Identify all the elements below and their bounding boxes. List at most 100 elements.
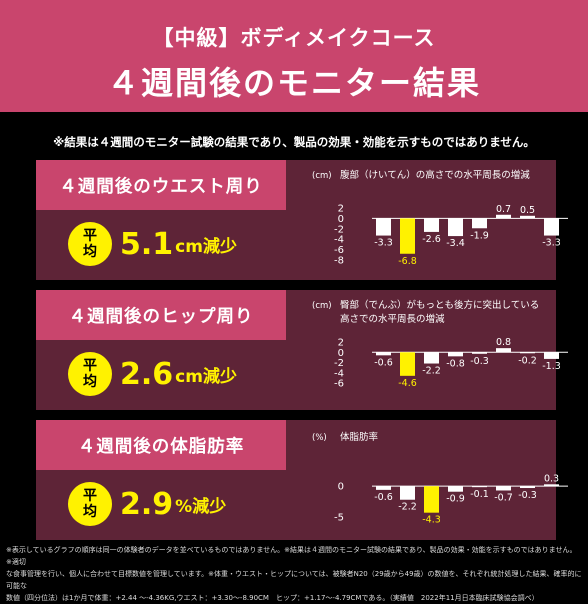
bar (496, 486, 511, 491)
hip-panel-title: ４週間後のヒップ周り (36, 290, 286, 340)
bar (400, 486, 415, 500)
chart-unit-label: (cm) (312, 301, 332, 311)
result-value: 5.1 (120, 226, 174, 262)
result-unit: cm減少 (175, 366, 237, 387)
data-label: -0.8 (446, 358, 465, 369)
bar (376, 486, 391, 490)
bar (544, 484, 559, 487)
y-tick-label: -6 (334, 245, 344, 256)
chart-unit-label: (%) (312, 433, 327, 443)
y-tick-label: 2 (338, 204, 344, 215)
y-tick-label: -4 (334, 235, 344, 246)
result-unit: cm減少 (175, 236, 237, 257)
data-label: -2.2 (422, 366, 441, 377)
body-fat-result: 2.9 %減少 (120, 482, 226, 526)
data-label: -0.6 (374, 492, 393, 503)
waist-bar-chart: (cm) 腹部（けいてん）の高さでの水平周長の増減 20-2-4-6-8 -3.3… (312, 169, 568, 267)
footnote: ※表示しているグラフの順序は同一の体験者のデータを並べているものではありません。… (6, 544, 582, 604)
bar (520, 486, 535, 489)
average-badge: 平 均 (68, 352, 112, 396)
data-label: -2.2 (398, 502, 417, 513)
data-label: -0.7 (494, 492, 513, 503)
data-label: -4.3 (422, 515, 441, 526)
body-fat-panel-title: ４週間後の体脂肪率 (36, 420, 286, 470)
chart-title: 腹部（けいてん）の高さでの水平周長の増減 (340, 169, 530, 181)
data-label: -0.3 (470, 356, 489, 367)
y-tick-label: -5 (334, 513, 344, 524)
footnote-line: 数値（四分位法）は1か月で体重：+2.44 〜-4.36KG,ウエスト：+3.3… (6, 594, 539, 602)
bar (520, 352, 535, 354)
y-tick-label: -8 (334, 256, 344, 267)
y-tick-label: 0 (338, 214, 344, 225)
bar (472, 352, 487, 354)
data-label: -0.3 (518, 490, 537, 501)
bar (376, 352, 391, 356)
data-label: -0.1 (470, 489, 489, 500)
waist-summary: ４週間後のウエスト周り 平 均 5.1 cm減少 (36, 160, 286, 280)
bar (424, 486, 439, 513)
data-label: 0.7 (496, 204, 511, 215)
body-fat-summary: ４週間後の体脂肪率 平 均 2.9 %減少 (36, 420, 286, 540)
y-tick-label: 0 (338, 482, 344, 493)
bar (448, 352, 463, 357)
page-title: ４週間後のモニター結果 (106, 64, 481, 102)
bar (520, 215, 535, 219)
bar (400, 352, 415, 376)
footnote-line: ※表示しているグラフの順序は同一の体験者のデータを並べているものではありません。… (6, 546, 577, 566)
data-label: -4.6 (398, 378, 417, 389)
average-badge: 平 均 (68, 222, 112, 266)
chart-title: 臀部（でんぶ）がもっとも後方に突出している (340, 299, 539, 311)
data-label: -0.9 (446, 494, 465, 505)
waist-panel-title: ４週間後のウエスト周り (36, 160, 286, 210)
bar (400, 218, 415, 254)
badge-char: 平 (83, 358, 97, 374)
data-label: 0.5 (520, 205, 535, 216)
bar (424, 218, 439, 232)
hip-result: 2.6 cm減少 (120, 352, 237, 396)
disclaimer-text: ※結果は４週間のモニター試験の結果であり、製品の効果・効能を示すものではありませ… (53, 135, 535, 149)
data-label: -3.4 (446, 238, 465, 249)
body-fat-bar-chart: (%) 体脂肪率 0 -5 -0.6 -2.2 -4.3 -0.9 -0.1 -0.7 -0.3… (312, 431, 568, 526)
body-fat-panel: ４週間後の体脂肪率 平 均 2.9 %減少 (%) 体脂肪率 0 -5 -0.6 -2… (36, 420, 568, 540)
chart-title: 体脂肪率 (340, 431, 379, 443)
data-label: -0.6 (374, 357, 393, 368)
bar (544, 218, 559, 236)
bar (544, 352, 559, 359)
y-tick-label: -2 (334, 358, 344, 369)
bar (496, 214, 511, 219)
bar (448, 218, 463, 237)
y-tick-label: -6 (334, 379, 344, 390)
bar (496, 348, 511, 353)
data-label: -3.3 (542, 238, 561, 249)
waist-result: 5.1 cm減少 (120, 222, 237, 266)
data-label: 0.3 (544, 473, 559, 484)
result-value: 2.6 (120, 356, 174, 392)
badge-char: 平 (83, 228, 97, 244)
hip-panel: ４週間後のヒップ周り 平 均 2.6 cm減少 (cm) 臀部（でんぶ）がもっと… (36, 290, 568, 410)
result-value: 2.9 (120, 486, 174, 522)
chart-unit-label: (cm) (312, 171, 332, 181)
hip-summary: ４週間後のヒップ周り 平 均 2.6 cm減少 (36, 290, 286, 410)
badge-char: 均 (83, 244, 97, 260)
data-label: 0.8 (496, 337, 511, 348)
bar (448, 486, 463, 492)
badge-char: 均 (83, 374, 97, 390)
y-tick-label: 2 (338, 338, 344, 349)
data-label: -0.2 (518, 355, 537, 366)
bar (472, 486, 487, 488)
data-label: -1.9 (470, 230, 489, 241)
badge-char: 均 (83, 504, 97, 520)
hip-bar-chart: (cm) 臀部（でんぶ）がもっとも後方に突出している 高さでの水平周長の増減 2… (312, 299, 568, 390)
y-tick-label: -2 (334, 224, 344, 235)
data-label: -6.8 (398, 256, 417, 267)
chart-title: 高さでの水平周長の増減 (340, 313, 445, 325)
y-tick-label: -4 (334, 368, 344, 379)
waist-panel: ４週間後のウエスト周り 平 均 5.1 cm減少 (cm) 腹部（けいてん）の高… (36, 160, 568, 280)
y-tick-label: 0 (338, 348, 344, 359)
bar (376, 218, 391, 236)
header-banner: 【中級】ボディメイクコース ４週間後のモニター結果 (0, 0, 588, 112)
badge-char: 平 (83, 488, 97, 504)
footnote-line: な食事管理を行い、個人に合わせて目標数値を管理しています。※体重・ウエスト・ヒッ… (6, 570, 582, 590)
bar (472, 218, 487, 229)
average-badge: 平 均 (68, 482, 112, 526)
